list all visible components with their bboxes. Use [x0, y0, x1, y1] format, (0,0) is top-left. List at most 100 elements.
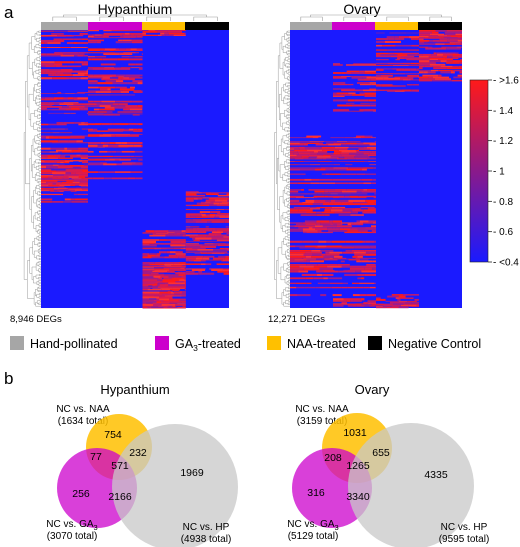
heatmap-cell — [209, 213, 216, 216]
heatmap-cell — [166, 251, 170, 254]
heatmap-cell — [356, 190, 362, 193]
heatmap-cell — [355, 257, 373, 259]
heatmap-cell — [388, 38, 395, 40]
heatmap-cell — [155, 285, 160, 287]
heatmap-cell — [123, 77, 130, 79]
heatmap-cell — [88, 128, 94, 131]
heatmap-cell — [328, 264, 338, 266]
heatmap-cell — [216, 209, 225, 210]
heatmap-cell — [371, 151, 376, 153]
dendrogram-branch — [38, 254, 41, 257]
heatmap-cell — [415, 90, 419, 92]
heatmap-cell — [373, 211, 376, 214]
heatmap-cell — [339, 228, 350, 231]
heatmap-cell — [451, 36, 462, 38]
venn-label-ga3: NC vs. GA3 — [287, 519, 338, 532]
heatmap-cell — [434, 78, 451, 80]
heatmap-cell — [333, 167, 349, 169]
heatmap-cell — [333, 110, 345, 112]
heatmap-cell — [53, 140, 59, 143]
dendrogram-branch — [38, 161, 41, 165]
heatmap-cell — [430, 57, 446, 59]
heatmap-cell — [161, 34, 166, 36]
heatmap-cell — [88, 35, 94, 38]
dendrogram-branch — [300, 16, 323, 21]
heatmap-cell — [88, 113, 104, 115]
dendrogram-branch — [287, 85, 290, 88]
dendrogram-branch — [287, 289, 290, 293]
heatmap-cell — [160, 32, 165, 35]
heatmap-cell — [313, 277, 324, 280]
heatmap-cell — [319, 178, 333, 181]
heatmap-cell — [452, 65, 459, 68]
dendrogram-branch — [288, 126, 290, 129]
heatmap-cell — [81, 63, 88, 66]
heatmap-cell — [215, 228, 227, 230]
heatmap-cell — [94, 34, 102, 36]
heatmap-cell — [290, 157, 305, 159]
heatmap-cell — [169, 272, 177, 273]
heatmap-cell — [317, 245, 327, 248]
heatmap-cell — [321, 259, 338, 261]
heatmap-cell — [142, 272, 151, 275]
heatmap-cell — [290, 258, 295, 260]
heatmap-cell — [383, 77, 401, 80]
heatmap-cell — [400, 304, 409, 307]
heatmap-cell — [41, 65, 46, 68]
heatmap-cell — [54, 160, 65, 162]
heatmap-cell — [88, 41, 97, 44]
heatmap-cell — [321, 253, 326, 256]
heatmap-cell — [353, 251, 366, 254]
dendrogram-branch — [287, 40, 290, 43]
heatmap-cell — [78, 123, 88, 126]
top-dendrogram-hypanthium — [52, 14, 218, 21]
heatmap-cell — [341, 151, 357, 153]
heatmap-cell — [300, 214, 317, 216]
dendrogram-branch — [286, 121, 290, 125]
heatmap-cell — [167, 270, 175, 272]
dendrogram-branch — [274, 132, 277, 280]
heatmap-cell — [109, 142, 116, 145]
heatmap-cell — [128, 128, 134, 131]
heatmap-cell — [290, 211, 307, 214]
heatmap-cell — [310, 182, 320, 184]
heatmap-cell — [68, 176, 79, 178]
heatmap-cell — [357, 82, 370, 84]
heatmap-cell — [84, 106, 88, 108]
heatmap-cell — [304, 178, 312, 181]
heatmap-cell — [80, 30, 87, 32]
dendrogram-branch — [288, 88, 290, 91]
heatmap-cell — [119, 88, 135, 91]
heatmap-cell — [81, 105, 88, 106]
heatmap-cell — [190, 235, 203, 237]
heatmap-cell — [455, 33, 462, 36]
heatmap-cell — [201, 201, 205, 203]
heatmap-cell — [112, 76, 119, 78]
heatmap-cell — [429, 63, 446, 66]
dendrogram-branch — [39, 85, 41, 88]
heatmap-cell — [72, 74, 85, 77]
heatmap-cell — [104, 159, 115, 161]
heatmap-cell — [361, 231, 373, 234]
heatmap-cell — [142, 243, 155, 244]
heatmap-cell — [80, 77, 88, 80]
heatmap-cell — [349, 195, 359, 198]
dendrogram-branch — [39, 75, 41, 78]
heatmap-cell — [389, 32, 407, 34]
dendrogram-branch — [38, 72, 41, 75]
heatmap-cell — [185, 215, 191, 217]
heatmap-cell — [303, 259, 307, 261]
dendrogram-branch — [288, 200, 290, 203]
heatmap-cell — [88, 86, 99, 89]
heatmap-cell — [117, 78, 122, 81]
panel-letter-a: a — [4, 3, 14, 22]
heatmap-cell — [198, 272, 215, 275]
dendrogram-branch — [35, 140, 40, 145]
heatmap-cell — [419, 67, 423, 70]
heatmap-cell — [52, 77, 66, 80]
heatmap-cell — [179, 262, 186, 264]
dendrogram-branch — [39, 120, 41, 123]
heatmap-cell — [405, 301, 412, 304]
heatmap-cell — [51, 142, 61, 144]
heatmap-cell — [309, 141, 325, 142]
